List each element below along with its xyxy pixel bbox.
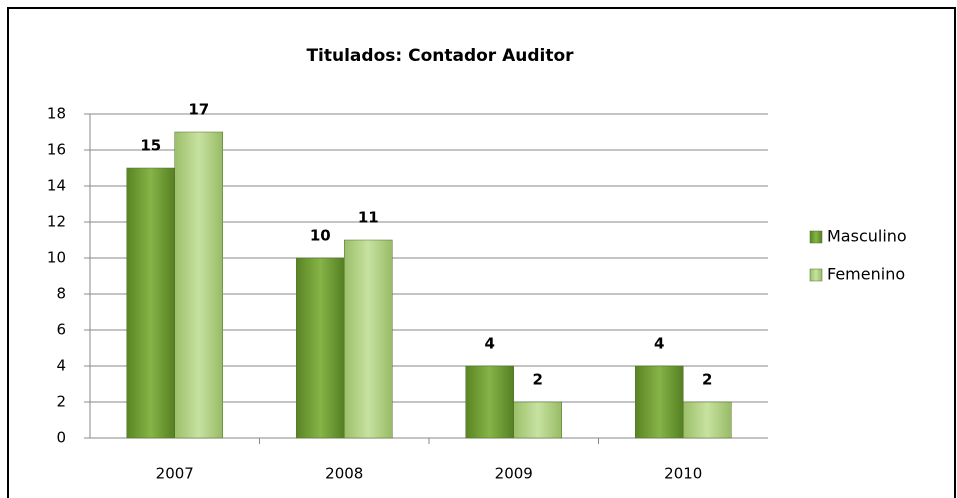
bar — [344, 239, 393, 439]
y-tick-label: 4 — [56, 357, 66, 375]
chart-title: Titulados: Contador Auditor — [306, 46, 574, 66]
data-label: 4 — [654, 335, 664, 353]
y-tick-label: 16 — [47, 141, 66, 159]
y-tick-label: 2 — [56, 393, 66, 411]
y-tick-label: 6 — [56, 321, 66, 339]
bar — [683, 401, 732, 439]
y-tick-label: 14 — [47, 177, 66, 195]
x-tick-label: 2007 — [156, 465, 194, 483]
y-tick-label: 10 — [47, 249, 66, 267]
data-label: 17 — [188, 101, 209, 119]
legend-label: Femenino — [827, 265, 905, 284]
bar — [465, 365, 514, 439]
x-tick-label: 2009 — [495, 465, 533, 483]
y-tick-label: 18 — [47, 105, 66, 123]
legend-swatch — [809, 268, 823, 282]
data-label: 11 — [358, 209, 379, 227]
y-tick-label: 12 — [47, 213, 66, 231]
data-label: 2 — [702, 371, 712, 389]
data-label: 2 — [533, 371, 543, 389]
x-tick-label: 2010 — [664, 465, 702, 483]
bar — [296, 257, 345, 439]
bar — [126, 167, 175, 439]
legend-label: Masculino — [827, 227, 907, 246]
data-label: 10 — [310, 227, 331, 245]
data-label: 4 — [485, 335, 495, 353]
x-tick-label: 2008 — [325, 465, 363, 483]
y-tick-label: 0 — [56, 429, 66, 447]
bar — [635, 365, 684, 439]
y-tick-label: 8 — [56, 285, 66, 303]
data-label: 15 — [140, 137, 161, 155]
bar — [513, 401, 562, 439]
bar — [174, 131, 223, 439]
legend-swatch — [809, 230, 823, 244]
